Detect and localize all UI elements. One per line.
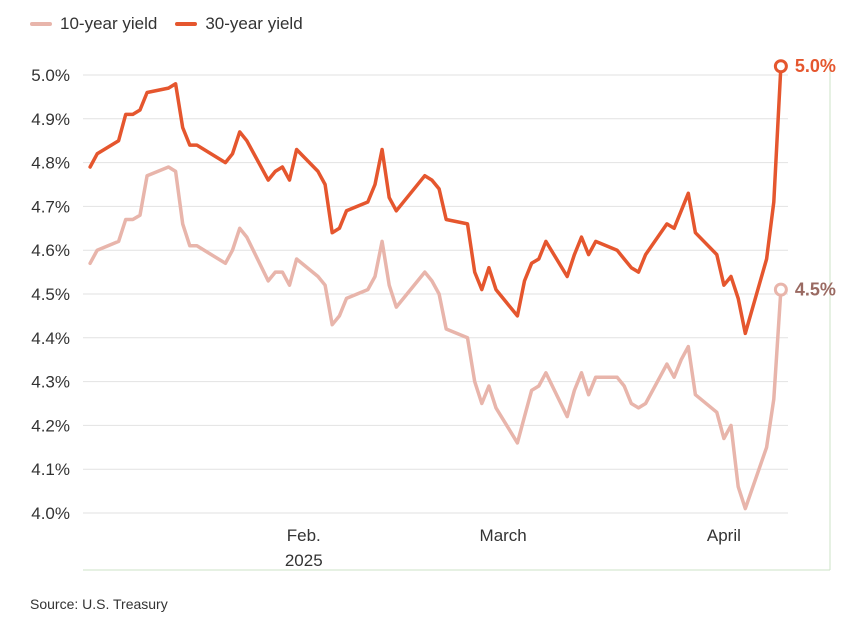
y-tick-label: 4.3%: [31, 373, 70, 392]
legend-swatch-thirty-year: [175, 22, 198, 26]
chart-legend: 10-year yield 30-year yield: [30, 14, 303, 34]
legend-label-thirty-year: 30-year yield: [205, 14, 303, 33]
source-note: Source: U.S. Treasury: [30, 596, 168, 612]
y-tick-label: 4.6%: [31, 241, 70, 260]
y-tick-label: 4.2%: [31, 416, 70, 435]
x-tick-sublabel: 2025: [285, 551, 323, 570]
y-tick-label: 4.1%: [31, 460, 70, 479]
legend-label-ten-year: 10-year yield: [60, 14, 158, 33]
y-tick-label: 4.7%: [31, 197, 70, 216]
y-tick-label: 4.5%: [31, 285, 70, 304]
legend-swatch-ten-year: [30, 22, 52, 26]
x-tick-label: March: [480, 526, 527, 545]
y-tick-label: 4.4%: [31, 329, 70, 348]
ten-year-end-label: 4.5%: [795, 280, 836, 300]
y-tick-label: 4.8%: [31, 154, 70, 173]
y-tick-label: 5.0%: [31, 66, 70, 85]
thirty-year-end-label: 5.0%: [795, 56, 836, 76]
thirty-year-end-marker: [773, 59, 788, 74]
yield-line-chart: 4.0% 4.1% 4.2% 4.3% 4.4% 4.5% 4.6% 4.7% 4.8% 4.9%…: [31, 56, 836, 571]
x-tick-label: April: [707, 526, 741, 545]
thirty-year-yield-line: [88, 64, 783, 336]
legend-item-thirty-year: 30-year yield: [175, 14, 303, 34]
y-tick-label: 4.0%: [31, 504, 70, 523]
y-tick-label: 4.9%: [31, 110, 70, 129]
ten-year-yield-line: [88, 165, 783, 511]
legend-item-ten-year: 10-year yield: [30, 14, 157, 34]
x-tick-label: Feb.: [287, 526, 321, 545]
ten-year-end-marker: [773, 282, 788, 297]
